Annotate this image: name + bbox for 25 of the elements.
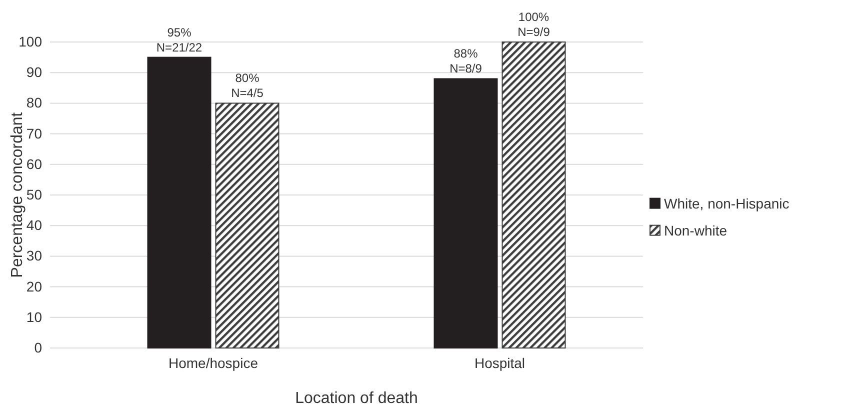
bar: [215, 102, 280, 348]
data-label: 80% N=4/5: [231, 71, 264, 100]
y-axis-title: Percentage concordant: [9, 112, 26, 278]
legend-label: Non-white: [664, 222, 728, 238]
data-label: 100% N=9/9: [518, 10, 550, 39]
y-tick-label: 80: [26, 94, 42, 111]
y-tick-label: 30: [26, 248, 42, 264]
x-axis-title: Location of death: [295, 390, 418, 407]
y-tick-label: 50: [26, 186, 42, 202]
bar: [147, 56, 212, 348]
legend-label: White, non-Hispanic: [664, 195, 790, 212]
y-tick-label: 10: [26, 308, 42, 325]
data-label: 95% N=21/22: [156, 25, 202, 54]
y-tick-label: 90: [26, 64, 42, 80]
y-tick-label: 70: [26, 125, 42, 142]
bar: [434, 78, 498, 348]
y-tick-label: 0: [34, 339, 42, 356]
y-tick-label: 20: [26, 278, 42, 294]
y-tick-label: 100: [18, 33, 42, 50]
x-tick-label: Hospital: [474, 354, 526, 371]
y-tick-label: 60: [26, 156, 42, 172]
y-tick-label: 40: [26, 217, 42, 234]
bar: [502, 42, 566, 348]
x-tick-label: Home/hospice: [168, 354, 258, 371]
data-label: 88% N=8/9: [450, 46, 482, 76]
